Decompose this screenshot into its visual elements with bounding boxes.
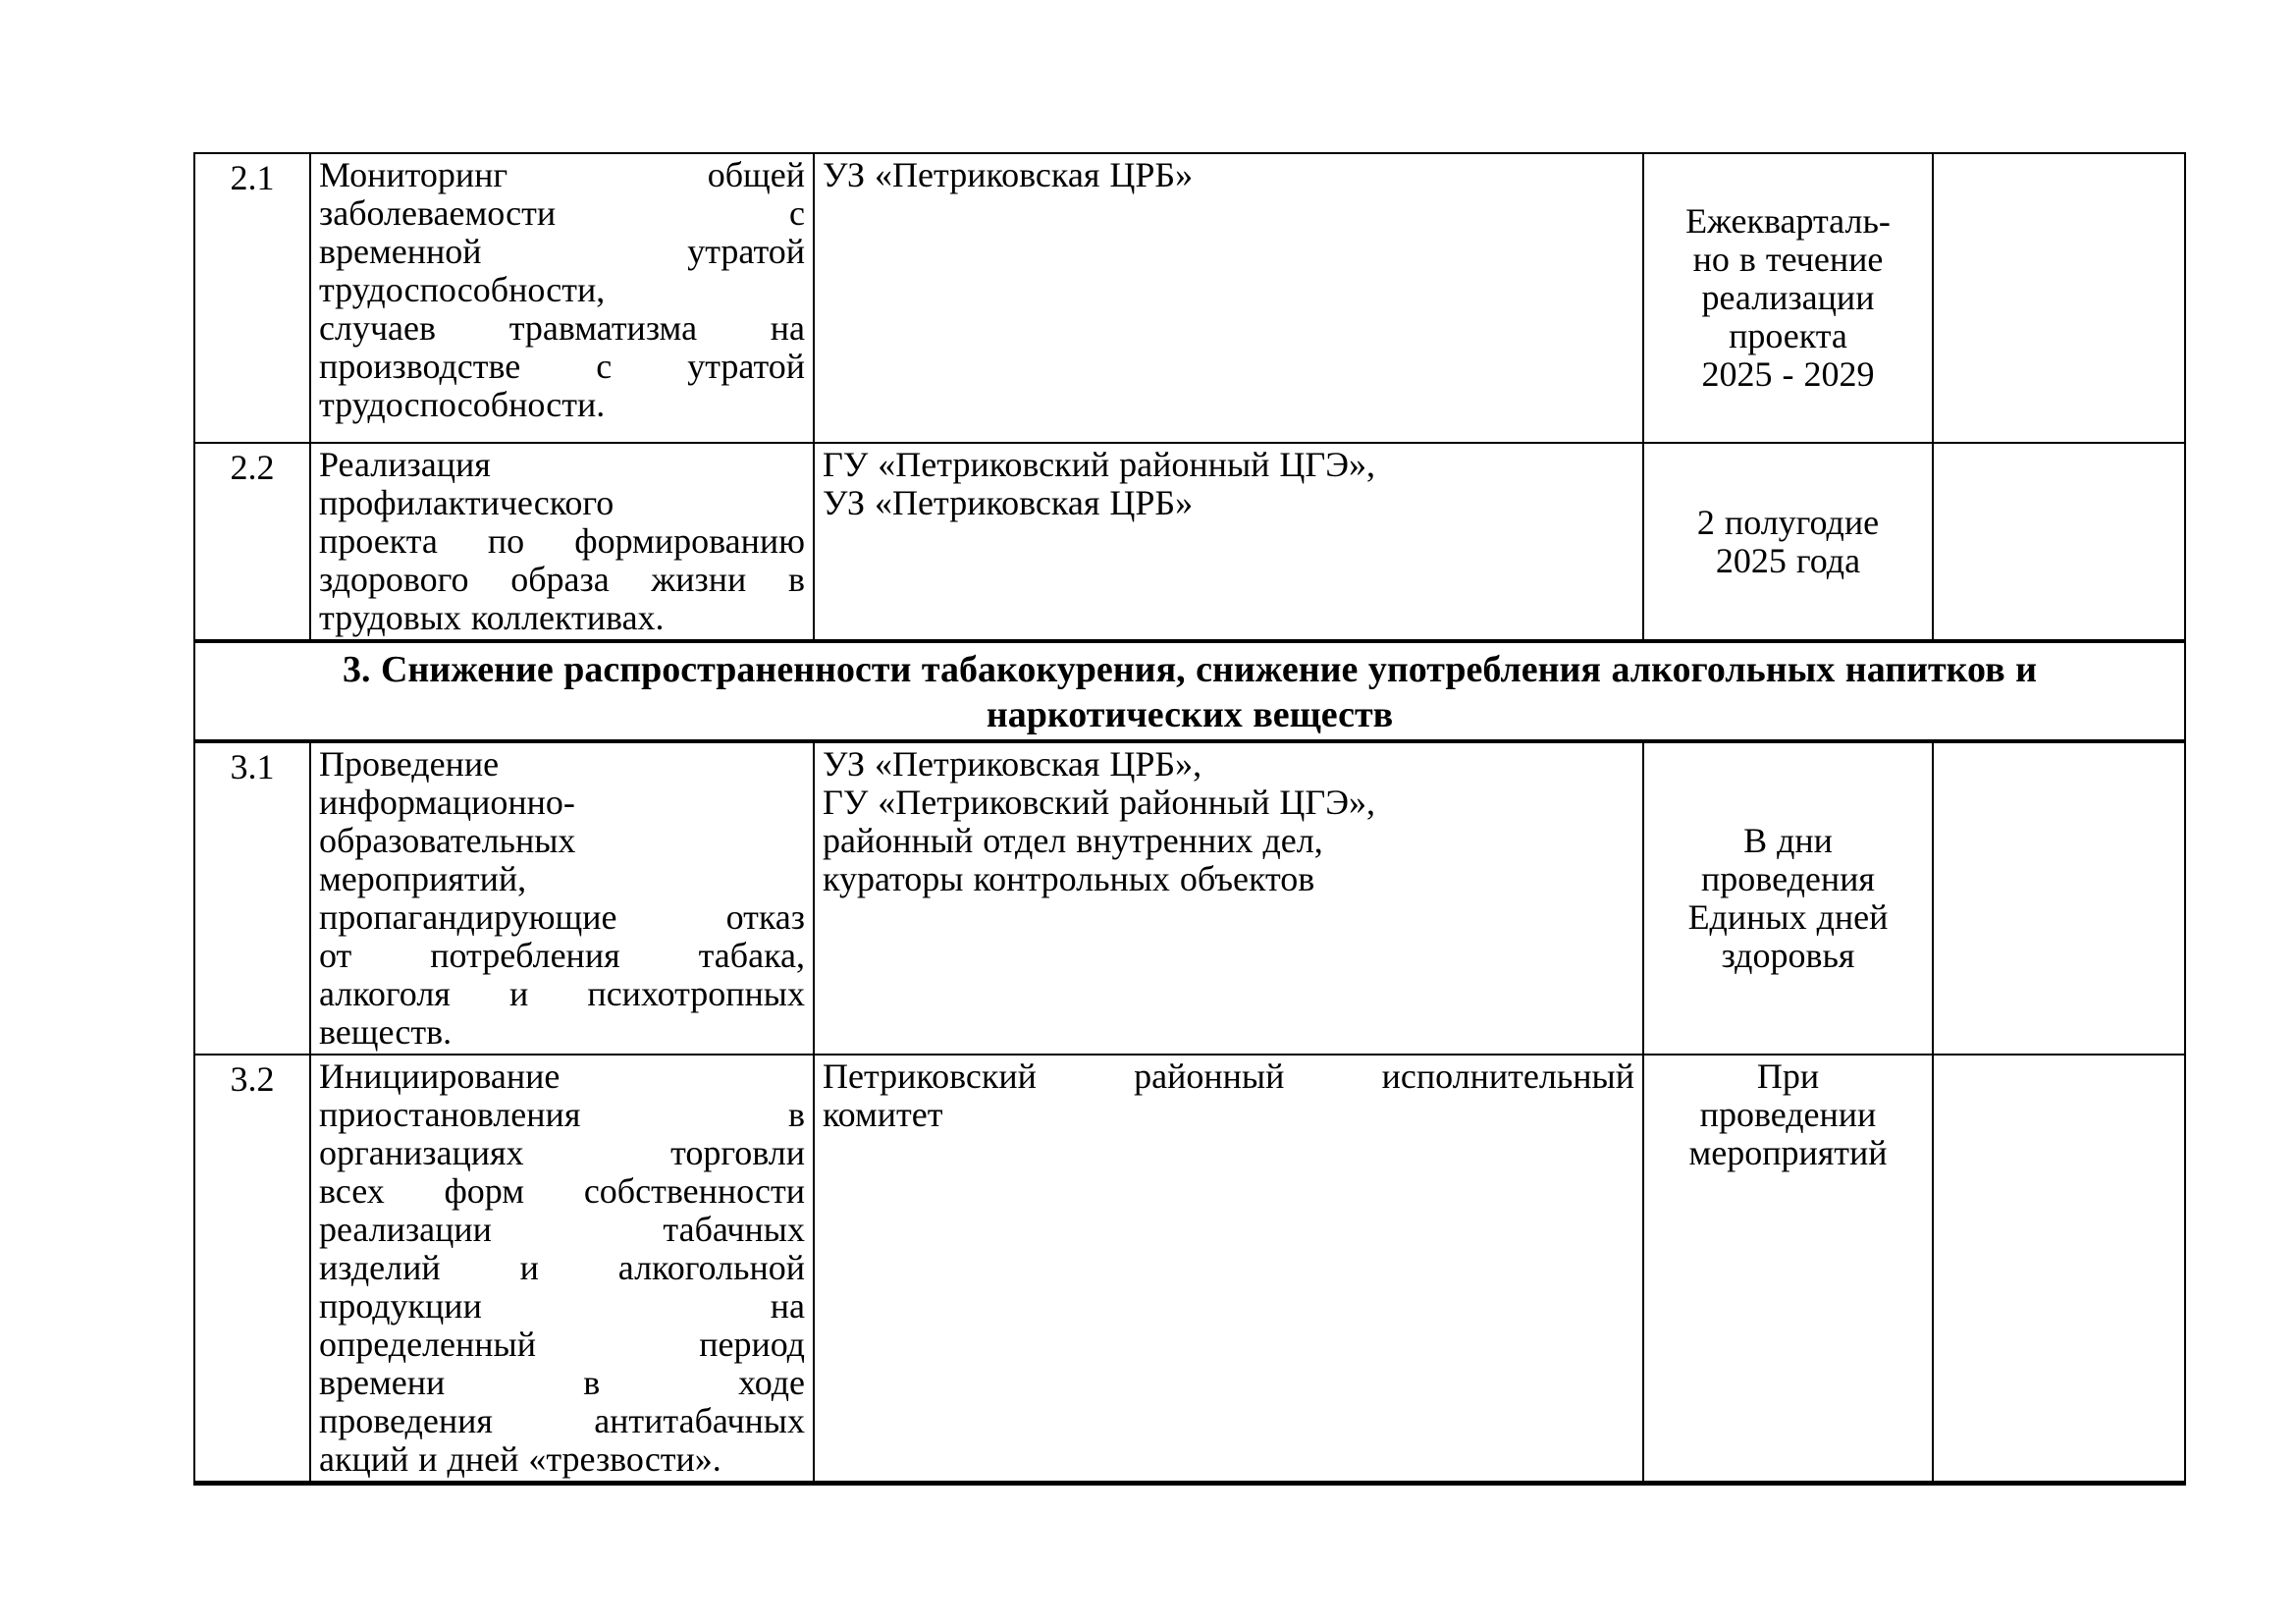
timing-cell: В дни проведения Единых дней здоровья <box>1642 740 1934 1056</box>
note-cell <box>1932 152 2186 444</box>
table-row: 3.1 Проведение информационно-образователь… <box>193 740 2186 1056</box>
table-row: 2.1 Мониторинг общей заболеваемости с врем… <box>193 152 2186 444</box>
executors-cell: УЗ «Петриковская ЦРБ», ГУ «Петриковский … <box>813 740 1644 1056</box>
table-row: 2.2 Реализация профилактического проекта п… <box>193 442 2186 642</box>
executors-cell: Петриковский районный исполнительный коми… <box>813 1054 1644 1486</box>
row-number-cell: 2.2 <box>193 442 311 642</box>
activity-cell: Реализация профилактического проекта по фо… <box>309 442 815 642</box>
section-header-row: 3. Снижение распространенности табакокур… <box>193 639 2186 743</box>
activity-cell: Инициирование приостановления в организаци… <box>309 1054 815 1486</box>
activity-cell: Проведение информационно-образовательных м… <box>309 740 815 1056</box>
executors-cell: УЗ «Петриковская ЦРБ» <box>813 152 1644 444</box>
activity-cell: Мониторинг общей заболеваемости с временно… <box>309 152 815 444</box>
timing-cell: Ежекварталь- но в течение реализации про… <box>1642 152 1934 444</box>
plan-table: 2.1 Мониторинг общей заболеваемости с врем… <box>193 152 2186 1486</box>
note-cell <box>1932 442 2186 642</box>
note-cell <box>1932 1054 2186 1486</box>
row-number-cell: 3.1 <box>193 740 311 1056</box>
section-header-cell: 3. Снижение распространенности табакокур… <box>193 639 2186 743</box>
row-number-cell: 2.1 <box>193 152 311 444</box>
timing-cell: При проведении мероприятий <box>1642 1054 1934 1486</box>
executors-cell: ГУ «Петриковский районный ЦГЭ», УЗ «Петр… <box>813 442 1644 642</box>
note-cell <box>1932 740 2186 1056</box>
row-number-cell: 3.2 <box>193 1054 311 1486</box>
timing-cell: 2 полугодие 2025 года <box>1642 442 1934 642</box>
table-row: 3.2 Инициирование приостановления в органи… <box>193 1054 2186 1486</box>
